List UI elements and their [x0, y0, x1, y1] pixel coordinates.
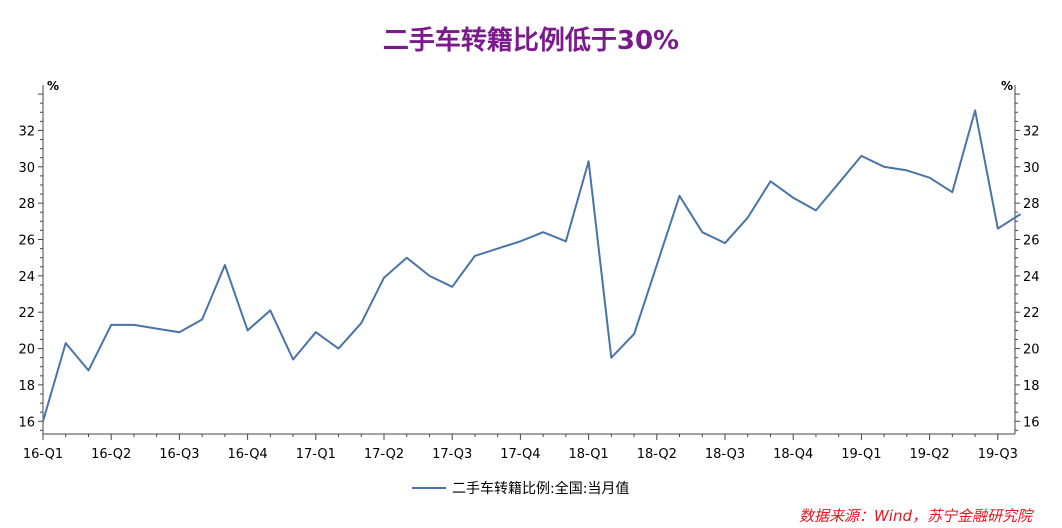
x-tick-label: 19-Q3	[978, 447, 1018, 462]
y-unit-left: %	[47, 79, 59, 93]
x-tick-label: 17-Q2	[364, 447, 404, 462]
x-tick-label: 18-Q1	[568, 447, 608, 462]
x-tick-label: 18-Q3	[705, 447, 745, 462]
axes: 16 16 18 18 20 20 22 22 24 24 26 26 28 28 30 30 32 32% % 16…	[18, 79, 1039, 462]
y-tick-label-right: 18	[1023, 379, 1040, 394]
y-tick-label-left: 22	[18, 306, 35, 321]
x-tick-label: 17-Q3	[432, 447, 472, 462]
y-tick-label-left: 18	[18, 379, 35, 394]
x-tick-label: 16-Q4	[227, 447, 267, 462]
y-tick-label-right: 22	[1023, 306, 1040, 321]
y-tick-label-left: 32	[18, 124, 35, 139]
x-tick-label: 17-Q1	[296, 447, 336, 462]
y-tick-label-right: 16	[1023, 415, 1040, 430]
x-tick-label: 18-Q4	[773, 447, 813, 462]
y-tick-label-right: 32	[1023, 124, 1040, 139]
x-tick-label: 19-Q1	[841, 447, 881, 462]
series-line-0	[42, 109, 1022, 422]
x-tick-label: 16-Q3	[159, 447, 199, 462]
y-tick-label-right: 30	[1023, 161, 1040, 176]
y-tick-label-left: 16	[18, 415, 35, 430]
y-unit-right: %	[1001, 79, 1013, 93]
y-tick-label-right: 24	[1023, 270, 1040, 285]
y-tick-label-left: 26	[18, 234, 35, 249]
y-tick-label-right: 20	[1023, 343, 1040, 358]
x-tick-label: 17-Q4	[500, 447, 540, 462]
y-tick-label-left: 28	[18, 197, 35, 212]
legend: 二手车转籍比例:全国:当月值	[412, 478, 629, 498]
y-tick-label-left: 20	[18, 343, 35, 358]
legend-label: 二手车转籍比例:全国:当月值	[452, 481, 630, 497]
x-tick-label: 18-Q2	[637, 447, 677, 462]
y-tick-label-right: 28	[1023, 197, 1040, 212]
x-tick-label: 19-Q2	[909, 447, 949, 462]
chart-title: 二手车转籍比例低于30%	[382, 26, 680, 56]
legend-line-swatch	[412, 487, 446, 489]
source-note: 数据来源：Wind，苏宁金融研究院	[798, 507, 1032, 525]
y-tick-label-left: 30	[18, 161, 35, 176]
y-tick-label-left: 24	[18, 270, 35, 285]
x-tick-label: 16-Q2	[91, 447, 131, 462]
x-tick-label: 16-Q1	[23, 447, 63, 462]
plot-area	[42, 109, 1022, 422]
y-tick-label-right: 26	[1023, 234, 1040, 249]
